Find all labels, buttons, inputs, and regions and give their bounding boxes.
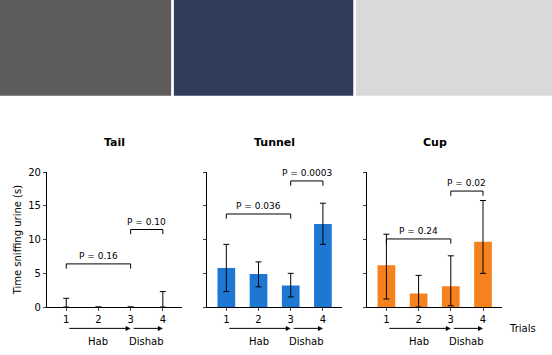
svg-text:Time sniffing urine (s): Time sniffing urine (s) <box>12 185 23 296</box>
svg-text:4: 4 <box>160 314 166 325</box>
svg-text:Cup: Cup <box>423 136 447 149</box>
svg-text:Dishab: Dishab <box>449 336 484 347</box>
svg-text:P = 0.02: P = 0.02 <box>447 178 486 188</box>
svg-text:Hab: Hab <box>249 336 269 347</box>
svg-text:P = 0.036: P = 0.036 <box>236 201 281 211</box>
svg-text:3: 3 <box>127 314 133 325</box>
svg-text:2: 2 <box>255 314 261 325</box>
svg-text:P = 0.16: P = 0.16 <box>79 251 118 261</box>
svg-text:Hab: Hab <box>409 336 429 347</box>
svg-text:Dishab: Dishab <box>129 336 164 347</box>
svg-text:10: 10 <box>28 234 41 245</box>
svg-text:Trials: Trials <box>509 323 536 334</box>
svg-text:Tail: Tail <box>104 136 125 149</box>
svg-text:P = 0.10: P = 0.10 <box>127 217 166 227</box>
svg-text:Tunnel: Tunnel <box>254 136 295 149</box>
svg-text:1: 1 <box>63 314 69 325</box>
svg-text:5: 5 <box>35 268 41 279</box>
svg-text:4: 4 <box>320 314 326 325</box>
svg-text:4: 4 <box>480 314 486 325</box>
svg-text:0: 0 <box>35 302 41 313</box>
svg-text:15: 15 <box>28 200 41 211</box>
svg-text:1: 1 <box>383 314 389 325</box>
svg-text:1: 1 <box>223 314 229 325</box>
svg-text:2: 2 <box>95 314 101 325</box>
svg-text:3: 3 <box>448 314 454 325</box>
svg-text:Hab: Hab <box>88 336 108 347</box>
svg-text:P = 0.24: P = 0.24 <box>399 226 438 236</box>
svg-text:Dishab: Dishab <box>289 336 324 347</box>
svg-text:P = 0.0003: P = 0.0003 <box>282 168 332 178</box>
svg-text:20: 20 <box>28 167 41 178</box>
svg-text:3: 3 <box>288 314 294 325</box>
svg-text:2: 2 <box>415 314 421 325</box>
